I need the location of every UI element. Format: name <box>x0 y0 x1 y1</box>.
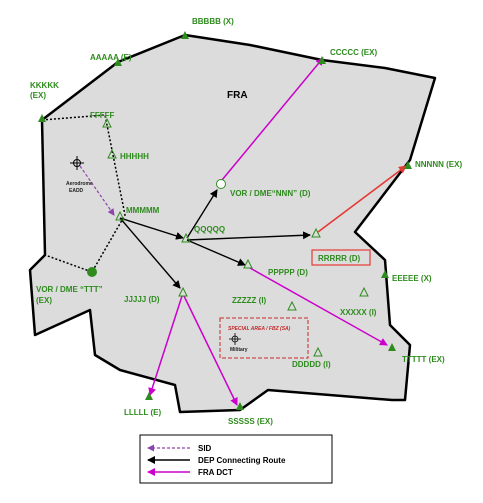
waypoint-mmmmm-icon <box>115 210 125 221</box>
waypoint-rrrrr-icon <box>311 227 321 238</box>
dep-route-mmmmm-qqqqq <box>119 217 184 240</box>
label-zzzzz: ZZZZZ (I) <box>232 296 267 305</box>
waypoint-bbbbb-icon <box>181 31 189 39</box>
waypoint-jjjjj-icon <box>178 286 188 297</box>
waypoint-eeeee-icon <box>381 270 389 278</box>
fra-dct-ppppp-ttttt <box>249 267 388 346</box>
label-eeeee: EEEEE (X) <box>392 274 432 283</box>
waypoint-kkkkk-icon <box>38 114 46 122</box>
fra-dct-vor-ccccc <box>221 57 324 181</box>
dep-route-qqqqq-vor <box>186 189 218 239</box>
special-area-box <box>219 317 309 359</box>
legend-fra-label: FRA DCT <box>198 468 233 477</box>
tma-boundary <box>41 114 126 273</box>
special-area-title: SPECIAL AREA / FBZ (SA) <box>228 326 291 332</box>
legend-dep-label: DEP Connecting Route <box>198 456 286 465</box>
aerodrome-name: Aerodrome <box>66 181 93 187</box>
aerodrome-code: EADD <box>69 188 84 194</box>
fra-dct-jjjjj-lllll <box>148 295 183 396</box>
waypoint-sssss-icon <box>236 402 244 410</box>
rrrrr-highlight-box <box>311 249 371 266</box>
label-fffff: FFFFF <box>90 111 115 120</box>
label-jjjjj: JJJJJ (D) <box>124 295 160 304</box>
legend: SID DEP Connecting Route FRA DCT <box>139 434 333 484</box>
waypoint-fffff-icon <box>102 117 112 128</box>
label-nnnnn: NNNNN (EX) <box>415 160 462 169</box>
waypoint-hhhhh-icon <box>107 148 117 159</box>
waypoint-ppppp-icon <box>243 258 253 269</box>
waypoint-aaaaa-icon <box>114 58 122 66</box>
label-mmmmm: MMMMM <box>126 206 160 215</box>
vor-nnn-icon <box>216 179 226 189</box>
dep-route-qqqqq-ppppp <box>186 239 246 266</box>
legend-sid-label: SID <box>198 444 212 453</box>
label-rrrrr: RRRRR (D) <box>318 254 361 263</box>
special-area-subtitle: Military <box>230 347 248 353</box>
label-aaaaa: AAAAA (E) <box>90 53 132 62</box>
waypoint-nnnnn-icon <box>404 161 412 169</box>
label-kkkkk-2: (EX) <box>30 91 46 100</box>
label-bbbbb: BBBBB (X) <box>192 17 234 26</box>
label-sssss: SSSSS (EX) <box>228 417 273 426</box>
waypoint-qqqqq-icon <box>181 232 191 243</box>
fra-dct-jjjjj-sssss <box>183 295 238 406</box>
waypoint-zzzzz-icon <box>287 300 297 311</box>
label-qqqqq: QQQQQ <box>194 225 225 234</box>
fra-label: FRA <box>227 90 248 101</box>
label-vor-ttt-1: VOR / DME “TTT” <box>36 285 103 294</box>
label-ppppp: PPPPP (D) <box>268 268 308 277</box>
military-icon <box>229 333 241 345</box>
label-kkkkk-1: KKKKK <box>30 81 59 90</box>
waypoint-lllll-icon <box>145 392 153 400</box>
legend-box <box>139 434 333 484</box>
waypoint-ttttt-icon <box>388 343 396 351</box>
label-hhhhh: HHHHH <box>120 152 149 161</box>
dep-route-qqqqq-rrrrr <box>186 231 311 241</box>
waypoint-xxxxx-icon <box>359 286 369 297</box>
route-rrrrr-nnnnn <box>317 165 407 233</box>
label-ccccc: CCCCC (EX) <box>330 48 377 57</box>
dep-route-mmmmm-jjjjj <box>119 217 181 289</box>
aerodrome-icon <box>70 156 84 170</box>
vor-ttt-icon <box>87 267 97 277</box>
label-ddddd: DDDDD (I) <box>292 360 331 369</box>
label-xxxxx: XXXXX (I) <box>340 308 377 317</box>
label-vor-nnn: VOR / DME“NNN” (D) <box>230 189 311 198</box>
label-ttttt: TTTTT (EX) <box>402 355 445 364</box>
waypoint-ccccc-icon <box>318 56 326 64</box>
label-lllll: LLLLL (E) <box>124 408 162 417</box>
waypoint-ddddd-icon <box>313 346 323 357</box>
label-vor-ttt-2: (EX) <box>36 296 52 305</box>
